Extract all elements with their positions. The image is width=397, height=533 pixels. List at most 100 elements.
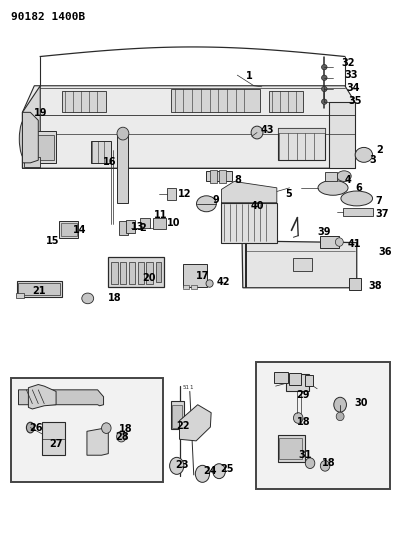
Text: 4: 4 (345, 175, 352, 185)
Text: 5: 5 (285, 189, 292, 199)
Text: 21: 21 (32, 286, 46, 296)
Bar (171, 401, 184, 429)
Text: 18: 18 (119, 424, 132, 434)
Text: 13: 13 (131, 222, 145, 232)
Bar (279, 438, 302, 459)
Ellipse shape (19, 118, 33, 160)
Text: 33: 33 (344, 70, 358, 80)
Bar (278, 435, 304, 462)
Bar (172, 405, 182, 427)
Bar (274, 372, 287, 383)
Text: 40: 40 (251, 201, 265, 212)
Polygon shape (23, 112, 38, 163)
Polygon shape (23, 86, 40, 168)
Bar (140, 217, 150, 228)
Text: 10: 10 (167, 218, 180, 228)
Bar (119, 221, 128, 235)
Ellipse shape (206, 280, 213, 287)
Bar (138, 262, 144, 284)
Polygon shape (222, 181, 277, 204)
Text: 20: 20 (142, 273, 156, 283)
Bar (349, 278, 361, 290)
Text: 51: 51 (182, 385, 189, 390)
Ellipse shape (293, 413, 303, 423)
Bar (222, 203, 277, 243)
Text: 39: 39 (317, 227, 331, 237)
Text: 32: 32 (342, 59, 355, 68)
Text: 3: 3 (369, 155, 376, 165)
Text: 41: 41 (348, 239, 362, 248)
Text: 18: 18 (322, 458, 335, 468)
Ellipse shape (170, 457, 184, 474)
Text: 1: 1 (246, 71, 253, 81)
Ellipse shape (117, 431, 126, 442)
Bar (62, 91, 106, 112)
Ellipse shape (195, 465, 210, 482)
Text: 26: 26 (29, 423, 43, 433)
Text: 35: 35 (349, 95, 362, 106)
Text: 43: 43 (261, 125, 274, 135)
Bar (42, 422, 65, 455)
Bar (293, 258, 312, 271)
Bar (258, 188, 273, 197)
Bar (183, 285, 189, 289)
Bar (206, 171, 232, 181)
Bar (118, 134, 129, 203)
Bar (183, 264, 207, 287)
Bar (146, 262, 152, 284)
Bar (91, 141, 111, 163)
Bar (171, 90, 260, 112)
Ellipse shape (102, 423, 111, 433)
Text: 22: 22 (177, 421, 190, 431)
Bar (129, 262, 135, 284)
Ellipse shape (334, 397, 347, 412)
Bar (25, 131, 56, 163)
Bar (269, 91, 303, 112)
Bar (210, 169, 218, 182)
Text: 9: 9 (212, 195, 219, 205)
Text: 28: 28 (116, 432, 129, 442)
Bar (120, 262, 127, 284)
Ellipse shape (213, 464, 225, 479)
Text: 17: 17 (196, 271, 210, 280)
Text: 11: 11 (154, 211, 167, 221)
Bar (153, 217, 166, 229)
Text: 16: 16 (103, 157, 116, 167)
Bar (320, 236, 339, 248)
Ellipse shape (322, 64, 327, 70)
Bar (278, 128, 325, 133)
Text: 34: 34 (347, 83, 360, 93)
Bar (285, 374, 309, 391)
Text: 1: 1 (190, 385, 193, 390)
Text: 12: 12 (177, 189, 191, 199)
Text: 14: 14 (73, 225, 87, 236)
Bar (167, 188, 175, 200)
Bar (112, 262, 118, 284)
Bar (17, 281, 62, 297)
Ellipse shape (197, 196, 216, 212)
Text: 38: 38 (368, 281, 382, 291)
Bar (16, 293, 25, 298)
Bar (25, 157, 40, 166)
Bar (219, 169, 226, 182)
Text: 42: 42 (216, 277, 230, 287)
Ellipse shape (27, 422, 34, 433)
Bar (325, 172, 337, 181)
Text: 15: 15 (46, 236, 60, 246)
Polygon shape (19, 390, 104, 406)
Bar (191, 285, 197, 289)
Bar (304, 375, 313, 385)
Ellipse shape (320, 461, 330, 471)
Text: 18: 18 (297, 417, 311, 427)
Bar (256, 362, 390, 489)
Bar (278, 128, 325, 160)
Bar (289, 373, 301, 384)
Text: 36: 36 (378, 247, 392, 256)
Polygon shape (23, 86, 355, 168)
Bar (11, 378, 163, 482)
Polygon shape (179, 405, 211, 441)
Bar (127, 220, 135, 233)
Bar (156, 262, 161, 282)
Bar (61, 223, 77, 236)
Polygon shape (87, 429, 108, 455)
